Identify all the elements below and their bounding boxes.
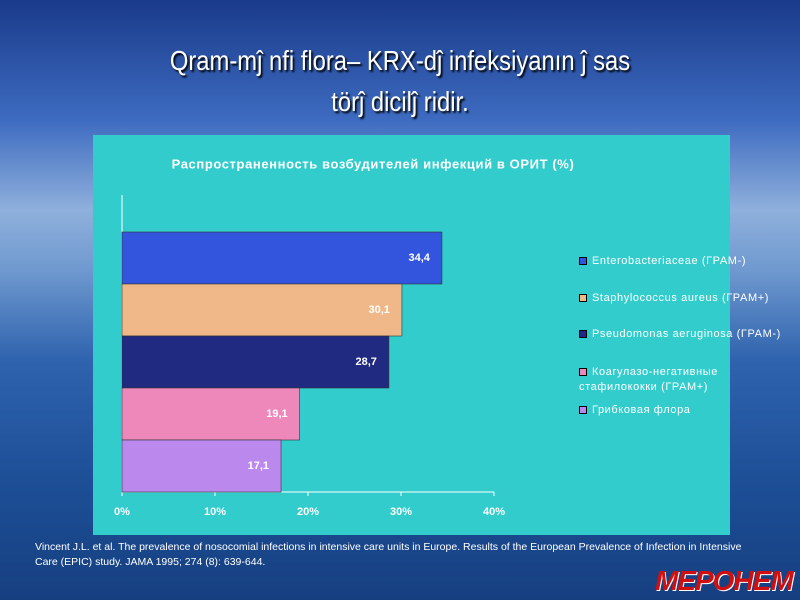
citation: Vincent J.L. et al. The prevalence of no… [35,541,742,568]
chart-title: Распространенность возбудителей инфекций… [172,156,575,171]
bar [121,283,403,337]
legend-swatch [579,330,587,339]
slide-title: törĵ dicilĵ ridir. [331,86,469,117]
legend-label: Staphylococcus aureus (ГРАМ+) [592,292,769,304]
legend-swatch [579,368,587,377]
bar [121,439,282,493]
legend-item: Pseudomonas aeruginosa (ГРАМ-) [579,327,784,342]
chart-panel: Распространенность возбудителей инфекций… [93,135,780,535]
value-label: 28,7 [355,356,376,368]
legend-label: Коагулазо-негативные стафилококки (ГРАМ+… [579,366,718,393]
x-tick-label: 20% [297,506,319,518]
bar [121,231,443,285]
legend-item: Enterobacteriaceae (ГРАМ-) [579,254,784,269]
legend-swatch [579,406,587,415]
legend-item: Коагулазо-негативные стафилококки (ГРАМ+… [579,365,754,395]
value-label: 34,4 [408,252,430,264]
bar [121,387,300,441]
x-tick-label: 0% [114,506,130,518]
value-label: 30,1 [369,304,390,316]
x-tick-label: 30% [390,506,412,518]
logo: МЕРОНЕМ [655,565,794,596]
bar [121,335,390,389]
legend-item: Staphylococcus aureus (ГРАМ+) [579,291,784,306]
value-label: 19,1 [266,408,287,420]
slide-title: Qram-mĵ nfi flora– KRX-dĵ infeksiyanın ĵ… [169,45,631,76]
legend-swatch [579,294,587,303]
legend-label: Enterobacteriaceae (ГРАМ-) [592,255,747,267]
x-tick-label: 10% [204,506,226,518]
legend-label: Pseudomonas aeruginosa (ГРАМ-) [592,328,781,340]
legend-label: Грибковая флора [592,404,691,416]
legend-item: Грибковая флора [579,403,784,418]
value-label: 17,1 [248,460,269,472]
x-tick-label: 40% [483,506,505,518]
legend-swatch [579,257,587,266]
chart: Распространенность возбудителей инфекций… [114,156,575,518]
